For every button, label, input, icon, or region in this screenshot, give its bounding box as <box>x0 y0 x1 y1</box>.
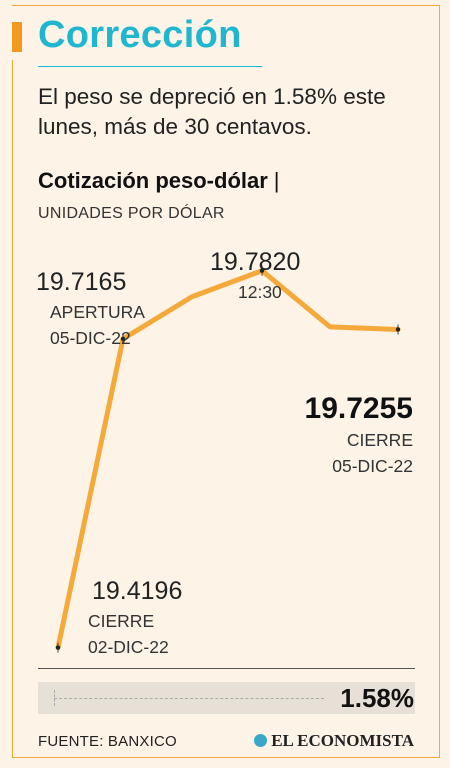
chart-units-label: UNIDADES POR DÓLAR <box>38 205 225 222</box>
prev-close-value-label: 19.4196 <box>92 577 183 605</box>
frame-border-right <box>439 5 440 758</box>
frame-border-bottom <box>12 757 440 758</box>
frame-border-left <box>12 60 13 758</box>
open-caption-label: APERTURA <box>50 302 145 322</box>
page-title: Corrección <box>38 14 242 56</box>
data-point-marker <box>259 268 265 273</box>
brand-logo: EL ECONOMISTA <box>254 731 414 751</box>
page-subtitle: El peso se depreció en 1.58% este lunes,… <box>38 84 386 139</box>
data-point-marker <box>55 645 61 650</box>
globe-icon <box>254 734 268 747</box>
close-value-label: 19.7255 <box>304 392 413 425</box>
open-date-label: 05-DIC-22 <box>50 328 131 348</box>
data-point-marker <box>120 336 126 342</box>
change-bar-dashed-line <box>54 698 324 699</box>
series-line <box>55 268 401 651</box>
peak-time-label: 12:30 <box>238 282 282 302</box>
source-label: FUENTE: BANXICO <box>38 733 177 750</box>
prev-close-caption-label: CIERRE <box>88 611 155 631</box>
peak-value-label: 19.7820 <box>210 248 301 276</box>
frame-border-top <box>12 5 440 6</box>
title-underline <box>38 66 262 67</box>
brand-name: EL ECONOMISTA <box>271 731 414 750</box>
chart-title: Cotización peso-dólar | <box>38 168 280 194</box>
close-caption-label: CIERRE <box>346 430 413 450</box>
change-percent-value: 1.58% <box>340 683 414 713</box>
data-point-marker <box>395 327 401 332</box>
change-bar-dashed-tick <box>54 690 55 706</box>
prev-close-date-label: 02-DIC-22 <box>88 637 169 657</box>
chart-bottom-divider <box>38 668 415 669</box>
chart-title-text: Cotización peso-dólar <box>38 168 268 193</box>
chart-title-separator: | <box>273 168 280 193</box>
open-value-label: 19.7165 <box>36 268 127 296</box>
close-date-label: 05-DIC-22 <box>332 456 413 476</box>
title-accent-bar <box>12 22 22 52</box>
